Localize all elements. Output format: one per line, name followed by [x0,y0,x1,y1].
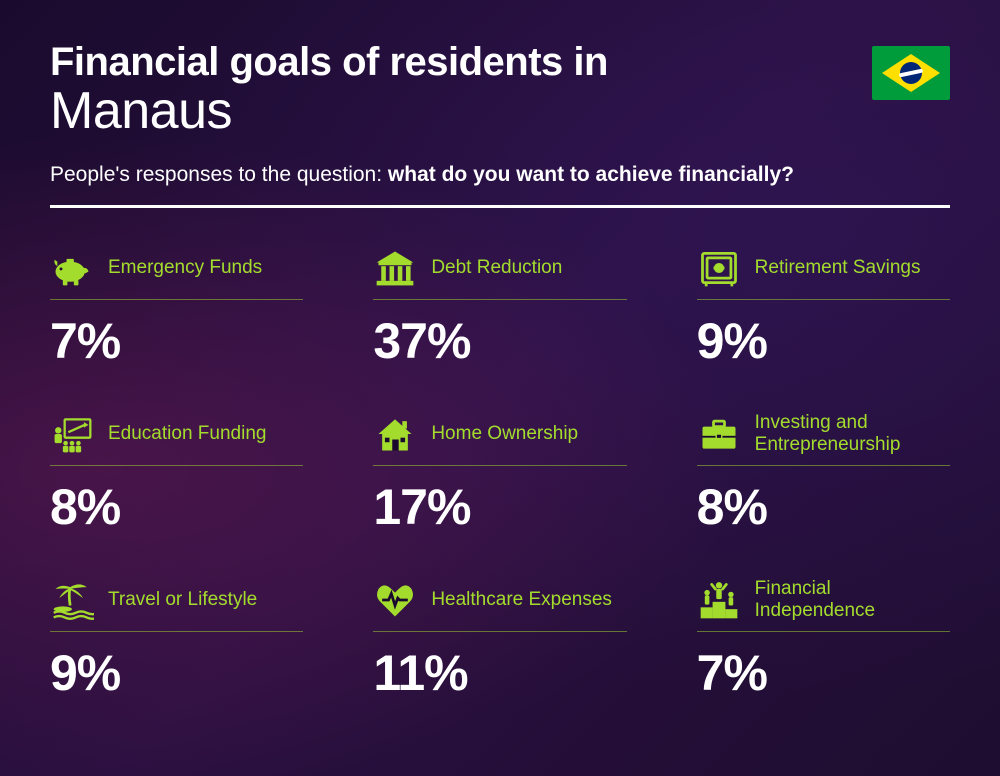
education-icon [50,412,94,456]
stat-value: 7% [50,312,303,370]
card-top: Emergency Funds [50,244,303,300]
subtitle-prefix: People's responses to the question: [50,163,388,186]
card-top: Education Funding [50,410,303,466]
card-top: Home Ownership [373,410,626,466]
card-top: Investing and Entrepreneurship [697,410,950,466]
title-line1: Financial goals of residents in [50,40,950,85]
card-top: Financial Independence [697,576,950,632]
piggy-bank-icon [50,246,94,290]
header: Financial goals of residents in Manaus P… [50,40,950,208]
card-top: Retirement Savings [697,244,950,300]
stat-label: Retirement Savings [755,257,921,279]
stat-label: Travel or Lifestyle [108,589,257,611]
heart-pulse-icon [373,578,417,622]
stat-value: 9% [697,312,950,370]
stat-education-funding: Education Funding 8% [50,410,303,536]
stat-home-ownership: Home Ownership 17% [373,410,626,536]
stat-label: Healthcare Expenses [431,589,612,611]
stat-label: Home Ownership [431,423,578,445]
stat-value: 8% [50,478,303,536]
stat-label: Education Funding [108,423,266,445]
card-top: Debt Reduction [373,244,626,300]
stat-retirement-savings: Retirement Savings 9% [697,244,950,370]
briefcase-icon [697,412,741,456]
stat-value: 7% [697,644,950,702]
safe-icon [697,246,741,290]
subtitle-bold: what do you want to achieve financially? [388,163,794,186]
stat-travel-lifestyle: Travel or Lifestyle 9% [50,576,303,702]
stat-value: 9% [50,644,303,702]
stat-emergency-funds: Emergency Funds 7% [50,244,303,370]
house-icon [373,412,417,456]
divider [50,205,950,208]
stat-label: Debt Reduction [431,257,562,279]
bank-icon [373,246,417,290]
stats-grid: Emergency Funds 7% Debt Reduction 37% Re… [50,244,950,702]
stat-value: 37% [373,312,626,370]
stat-label: Investing and Entrepreneurship [755,412,950,456]
stat-healthcare-expenses: Healthcare Expenses 11% [373,576,626,702]
stat-debt-reduction: Debt Reduction 37% [373,244,626,370]
stat-value: 8% [697,478,950,536]
stat-value: 17% [373,478,626,536]
brazil-flag-icon [872,46,950,100]
card-top: Healthcare Expenses [373,576,626,632]
stat-label: Emergency Funds [108,257,262,279]
podium-icon [697,578,741,622]
stat-investing-entrepreneurship: Investing and Entrepreneurship 8% [697,410,950,536]
title-line2: Manaus [50,81,950,141]
stat-value: 11% [373,644,626,702]
subtitle: People's responses to the question: what… [50,163,950,187]
card-top: Travel or Lifestyle [50,576,303,632]
stat-financial-independence: Financial Independence 7% [697,576,950,702]
palm-icon [50,578,94,622]
stat-label: Financial Independence [755,578,950,622]
